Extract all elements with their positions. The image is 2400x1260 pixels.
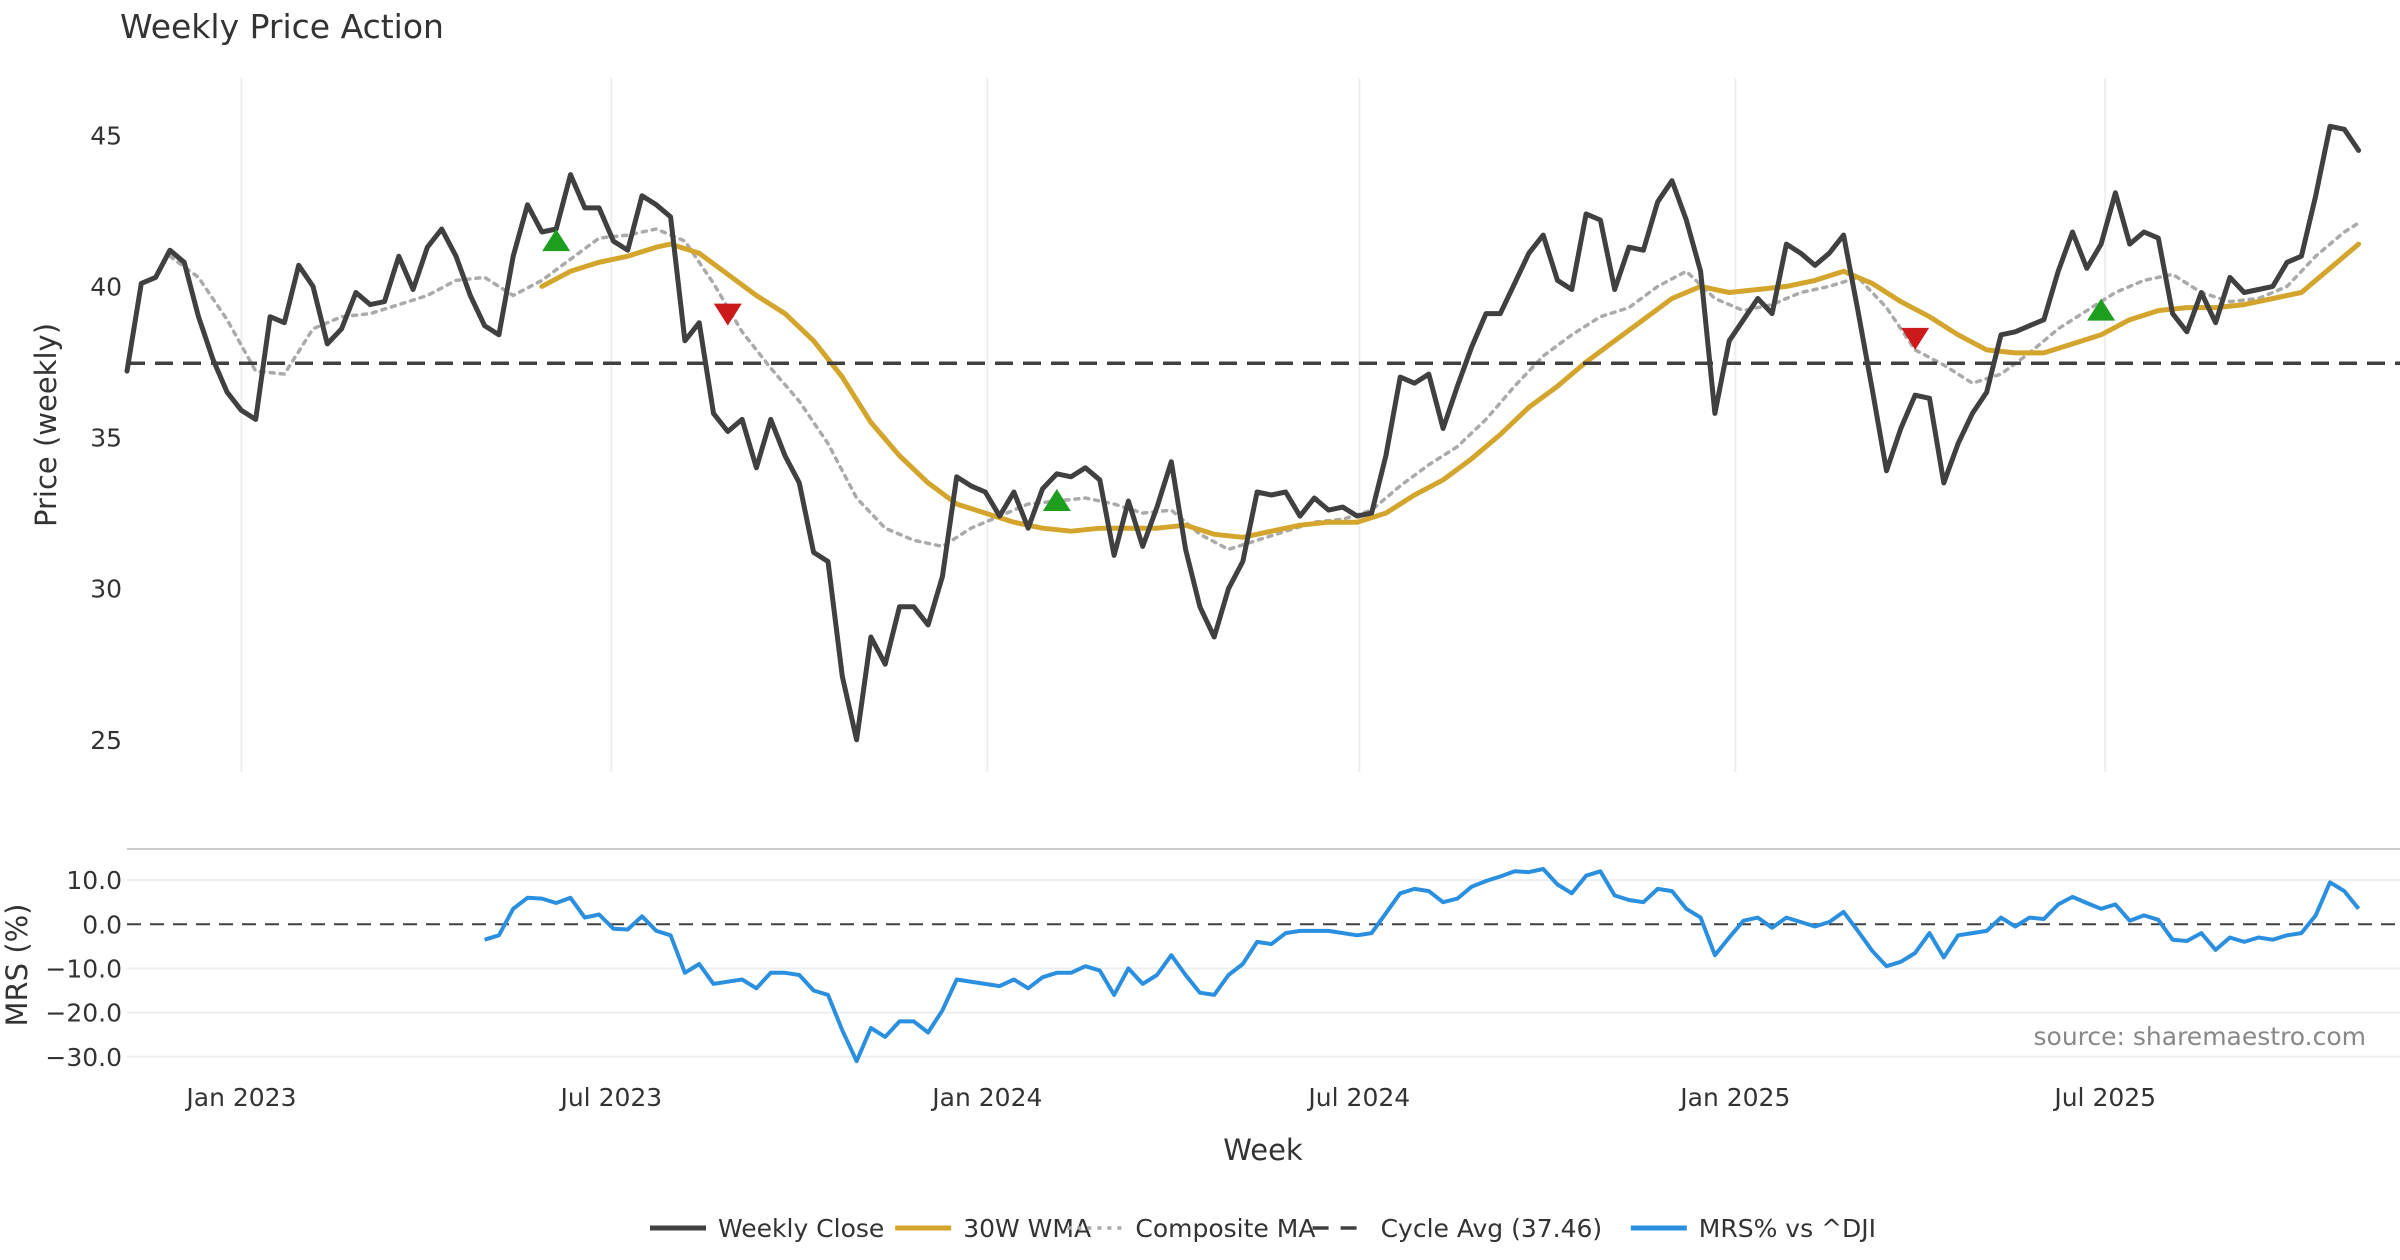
legend-label: Cycle Avg (37.46)	[1381, 1214, 1603, 1243]
series-mrs-vs-dji	[484, 867, 2361, 1064]
source-annotation: source: sharemaestro.com	[2034, 1022, 2367, 1051]
price-tick-label: 30	[90, 575, 122, 604]
series-30w-wma	[539, 241, 2362, 540]
x-axis-ticks: Jan 2023 Jul 2023 Jan 2024 Jul 2024 Jan 2025…	[184, 1083, 2156, 1112]
price-tick-label: 25	[90, 726, 122, 755]
buy-signal-marker	[1042, 489, 1071, 512]
mrs-tick-label: −10.0	[45, 954, 122, 983]
x-axis-label: Week	[1223, 1133, 1303, 1167]
legend-item-cycle-avg-37-46: Cycle Avg (37.46)	[1312, 1214, 1603, 1243]
x-tick-label: Jul 2024	[1306, 1083, 1410, 1112]
mrs-tick-label: −20.0	[45, 999, 122, 1028]
mrs-y-axis-label: MRS (%)	[0, 904, 34, 1027]
legend-label: 30W WMA	[963, 1214, 1091, 1243]
signal-markers	[542, 229, 2116, 512]
legend-item-composite-ma: Composite MA	[1067, 1214, 1315, 1243]
price-panel-series	[124, 123, 2400, 743]
mrs-tick-label: 0.0	[82, 910, 122, 939]
price-tick-label: 35	[90, 424, 122, 453]
price-tick-label: 45	[90, 121, 122, 150]
buy-signal-marker	[2087, 298, 2116, 321]
legend-label: MRS% vs ^DJI	[1699, 1214, 1876, 1243]
mrs-panel-series	[484, 867, 2361, 1064]
legend-item-weekly-close: Weekly Close	[650, 1214, 884, 1243]
series-weekly-close	[124, 123, 2362, 743]
mrs-tick-label: 10.0	[66, 866, 122, 895]
x-tick-label: Jul 2023	[558, 1083, 662, 1112]
sell-signal-marker	[713, 303, 742, 326]
series-composite-ma	[168, 221, 2361, 552]
legend-item-mrs-vs-dji: MRS% vs ^DJI	[1630, 1214, 1876, 1243]
buy-signal-marker	[542, 229, 571, 252]
x-tick-label: Jan 2025	[1678, 1083, 1790, 1112]
legend-item-30w-wma: 30W WMA	[895, 1214, 1091, 1243]
legend-label: Composite MA	[1135, 1214, 1315, 1243]
mrs-tick-label: −30.0	[45, 1043, 122, 1072]
legend-label: Weekly Close	[718, 1214, 884, 1243]
price-y-axis-label: Price (weekly)	[29, 323, 63, 527]
price-y-ticks: 25 30 35 40 45	[90, 121, 122, 754]
chart-title: Weekly Price Action	[120, 7, 444, 46]
x-tick-label: Jan 2023	[184, 1083, 296, 1112]
mrs-y-ticks: 10.0 0.0 −10.0 −20.0 −30.0	[45, 866, 122, 1072]
price-tick-label: 40	[90, 272, 122, 301]
price-panel-grid	[240, 78, 2107, 772]
x-tick-label: Jul 2025	[2052, 1083, 2156, 1112]
legend: Weekly Close 30W WMA Composite MA Cycle Avg…	[650, 1214, 1876, 1243]
sell-signal-marker	[1901, 327, 1930, 350]
x-tick-label: Jan 2024	[930, 1083, 1042, 1112]
